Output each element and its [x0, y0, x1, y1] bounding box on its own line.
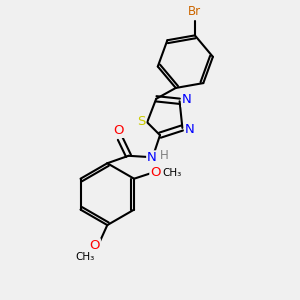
Text: O: O [150, 166, 161, 179]
Text: methyl: methyl [171, 173, 176, 175]
Text: N: N [147, 152, 157, 164]
Text: N: N [185, 123, 195, 136]
Text: CH₃: CH₃ [163, 168, 182, 178]
Text: O: O [113, 124, 124, 137]
Text: O: O [89, 239, 100, 252]
Text: Br: Br [188, 5, 202, 18]
Text: H: H [160, 149, 168, 162]
Text: S: S [137, 115, 146, 128]
Text: CH₃: CH₃ [76, 252, 95, 262]
Text: N: N [182, 93, 192, 106]
